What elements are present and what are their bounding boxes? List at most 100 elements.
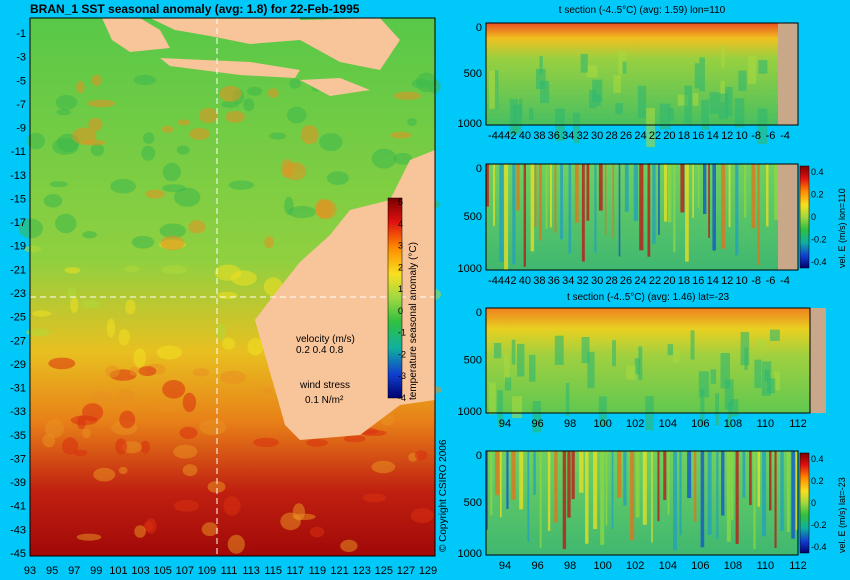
velocity-band — [692, 164, 694, 218]
temperature-cell — [581, 337, 590, 364]
main-y-tick-label: -17 — [10, 217, 26, 229]
velocity-band — [751, 164, 756, 229]
temperature-cell — [626, 365, 636, 380]
eddy-blob — [217, 291, 238, 300]
velocity-band — [707, 451, 712, 535]
main-y-tick-label: -39 — [10, 477, 26, 489]
main-y-tick-label: -13 — [10, 170, 26, 182]
eddy-blob — [253, 437, 279, 447]
panel-colorbar-label: vel. E (m/s) lat=-23 — [837, 477, 847, 553]
main-colorbar-ticks: 5 4 3 2 1 0 -1 -2 -3 -4 — [398, 197, 406, 403]
panel-y-tick-label: 1000 — [458, 263, 482, 275]
eddy-blob — [300, 125, 319, 145]
eddy-blob — [133, 74, 157, 86]
panel-x-tick-label: 16 — [692, 130, 704, 142]
eddy-blob — [201, 522, 219, 537]
eddy-blob — [189, 128, 211, 140]
temperature-cell — [504, 353, 510, 382]
velocity-band — [795, 451, 798, 530]
panel-colorbar-tick: 0.2 — [811, 476, 824, 486]
eddy-blob — [247, 86, 263, 96]
temperature-cell — [694, 63, 700, 89]
panel-x-tick-label: 102 — [626, 560, 644, 572]
panel-x-tick-label: 28 — [605, 130, 617, 142]
eddy-blob — [247, 337, 264, 356]
velocity-band — [685, 164, 689, 262]
temperature-cell — [668, 108, 674, 122]
temperature-cell — [734, 98, 745, 128]
temperature-cell — [699, 57, 705, 92]
main-x-tick-label: 117 — [287, 565, 305, 577]
velocity-band — [712, 164, 716, 251]
velocity-band — [579, 451, 584, 493]
eddy-blob — [215, 323, 226, 340]
temperature-cell — [724, 379, 734, 410]
eddy-blob — [26, 132, 45, 150]
eddy-blob — [268, 132, 287, 140]
velocity-band — [574, 164, 579, 223]
eddy-blob — [76, 533, 102, 541]
eddy-blob — [309, 526, 325, 538]
temperature-cell — [618, 50, 626, 75]
temperature-cell — [595, 94, 601, 107]
eddy-blob — [84, 139, 106, 146]
eddy-blob — [243, 98, 255, 112]
velocity-band — [667, 451, 670, 515]
panel-x-tick-label: 14 — [707, 275, 719, 287]
temperature-cell — [758, 60, 768, 74]
main-y-tick-label: -43 — [10, 524, 26, 536]
velocity-band — [694, 451, 697, 522]
eddy-blob — [177, 119, 191, 126]
eddy-blob — [48, 357, 76, 370]
eddy-blob — [280, 512, 301, 531]
panel-x-tick-label: 12 — [721, 130, 733, 142]
main-colorbar-tick: 5 — [398, 197, 403, 207]
eddy-blob — [306, 438, 328, 447]
velocity-band — [545, 164, 548, 229]
panel-x-tick-label: 98 — [564, 560, 576, 572]
temperature-cell — [754, 359, 762, 389]
temperature-cell — [517, 343, 525, 377]
eddy-blob — [390, 131, 412, 139]
velocity-band — [721, 164, 726, 249]
eddy-blob — [133, 348, 146, 368]
velocity-band — [673, 451, 677, 551]
temperature-cell — [511, 339, 516, 365]
velocity-band — [774, 164, 778, 220]
eddy-blob — [32, 310, 52, 317]
velocity-band — [612, 164, 615, 238]
eddy-blob — [115, 438, 128, 455]
velocity-band — [664, 164, 668, 222]
main-x-tick-label: 123 — [353, 565, 371, 577]
velocity-band — [598, 164, 603, 211]
panel-x-tick-label: 34 — [562, 275, 574, 287]
main-y-tick-label: -5 — [16, 75, 26, 87]
velocity-band — [527, 451, 530, 542]
eddy-blob — [198, 107, 218, 124]
eddy-blob — [70, 296, 79, 314]
panel-x-tick-label: 96 — [531, 418, 543, 430]
temperature-cell — [659, 103, 671, 130]
temperature-cell — [757, 108, 768, 144]
panel-x-tick-label: 104 — [659, 560, 677, 572]
panel-y-tick-label: 0 — [476, 307, 482, 319]
main-x-tick-label: 113 — [242, 565, 260, 577]
eddy-blob — [284, 196, 294, 216]
panel-x-tick-label: 10 — [735, 130, 747, 142]
panel-x-tick-label: -8 — [751, 275, 761, 287]
temperature-cell — [720, 353, 730, 389]
panel-x-tick-label: -6 — [766, 130, 776, 142]
temperature-cell — [718, 93, 729, 120]
velocity-band — [567, 451, 571, 518]
velocity-band — [533, 451, 536, 495]
velocity-band — [486, 451, 488, 530]
panel-x-tick-label: 102 — [626, 418, 644, 430]
temperature-cell — [539, 56, 543, 74]
temperature-cell — [497, 390, 503, 427]
main-map-y-axis: -1 -3 -5 -7 -9 -11 -13 -15 -17 -19 -21 -23 -25 -27 -29… — [10, 28, 26, 560]
velocity-band — [581, 164, 585, 262]
temperature-cell — [536, 68, 546, 90]
panel-title: t section (-4..5°C) (avg: 1.59) lon=110 — [559, 5, 726, 16]
